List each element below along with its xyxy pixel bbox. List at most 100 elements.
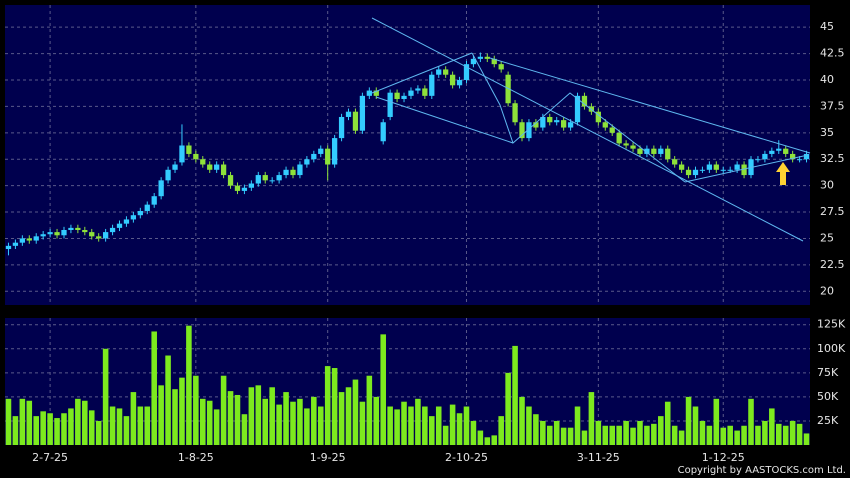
candle-body (220, 164, 227, 176)
candle-body (644, 148, 650, 154)
candle-body (47, 232, 53, 235)
volume-tick-label: 100K (817, 342, 846, 355)
y-tick-label: 37.5 (820, 99, 845, 112)
volume-bar (789, 420, 796, 445)
volume-bar (408, 406, 414, 445)
volume-bar (123, 416, 130, 445)
volume-bar (769, 408, 775, 445)
volume-bar (290, 401, 296, 445)
volume-bar (637, 420, 643, 445)
volume-bar (803, 433, 810, 445)
volume-bar (26, 400, 33, 445)
volume-bar (220, 375, 227, 445)
volume-bar (401, 401, 407, 445)
volume-bar (255, 385, 262, 445)
candle-body (456, 80, 463, 86)
candle-body (304, 159, 310, 165)
volume-bar (422, 406, 428, 445)
candle-body (526, 122, 532, 139)
volume-bar (796, 423, 803, 445)
candle-body (290, 169, 296, 176)
volume-bar (387, 406, 393, 445)
candle-body (755, 159, 761, 161)
volume-bar (130, 392, 137, 445)
candle-body (422, 88, 428, 96)
volume-bar (678, 430, 685, 445)
volume-bar (102, 348, 109, 445)
trend-line (489, 57, 811, 154)
volume-bar (727, 425, 733, 445)
candle-body (519, 122, 525, 139)
candle-body (512, 103, 518, 123)
candle-body (179, 145, 185, 163)
volume-bar (692, 406, 699, 445)
volume-bar (116, 408, 123, 445)
candle-body (630, 145, 636, 149)
volume-bar (456, 413, 463, 445)
candle-body (769, 150, 775, 154)
volume-bar (158, 385, 164, 445)
volume-bar (706, 425, 713, 445)
volume-bar (144, 406, 151, 445)
candle-body (276, 175, 282, 181)
volume-bar (193, 375, 199, 445)
candle-body (318, 148, 324, 154)
x-tick-label: 2-7-25 (32, 451, 68, 464)
volume-bar (95, 420, 102, 445)
volume-bar (664, 401, 671, 445)
volume-bar (734, 430, 740, 445)
volume-bar (165, 355, 171, 445)
volume-bar (12, 416, 19, 445)
candle-body (255, 175, 261, 184)
candle-body (665, 148, 671, 160)
candle-body (540, 116, 546, 128)
candle-body (713, 164, 719, 170)
volume-bar (560, 427, 567, 445)
y-tick-label: 20 (820, 284, 834, 297)
candle-body (658, 148, 664, 154)
candle-body (436, 69, 442, 75)
volume-bar (553, 420, 560, 445)
volume-bar (782, 425, 789, 445)
volume-bar (602, 425, 609, 445)
candle-body (151, 196, 157, 205)
volume-bar (519, 396, 525, 445)
candle-body (762, 153, 768, 160)
y-tick-label: 30 (820, 179, 834, 192)
candle-body (685, 169, 692, 176)
volume-bar (442, 425, 449, 445)
marks (5, 52, 810, 445)
volume-bar (311, 396, 317, 445)
volume-bar (644, 425, 650, 445)
volume-bar (748, 398, 754, 445)
volume-tick-label: 25K (817, 414, 839, 427)
candle-body (567, 122, 574, 128)
volume-bar (241, 414, 248, 445)
volume-bar (775, 423, 782, 445)
candle-body (269, 180, 275, 182)
x-tick-label: 2-10-25 (445, 451, 488, 464)
volume-bar (345, 387, 352, 445)
candle-body (491, 58, 497, 65)
candle-body (109, 227, 116, 233)
x-tick-label: 1-9-25 (310, 451, 346, 464)
candle-body (443, 69, 449, 75)
volume-bar (186, 325, 192, 445)
volume-bar (206, 400, 213, 445)
candle-body (338, 116, 345, 139)
candle-body (262, 175, 268, 181)
candle-body (19, 238, 25, 243)
volume-bar (616, 425, 622, 445)
candle-body (193, 153, 199, 160)
candle-body (616, 132, 622, 144)
candle-body (463, 64, 470, 80)
trend-lines (371, 17, 811, 242)
volume-bar (741, 425, 747, 445)
candle-body (651, 148, 657, 154)
candle-body (720, 169, 726, 171)
volume-bar (671, 425, 678, 445)
volume-bar (234, 394, 241, 445)
volume-bar (699, 420, 706, 445)
volume-bar (449, 404, 456, 445)
